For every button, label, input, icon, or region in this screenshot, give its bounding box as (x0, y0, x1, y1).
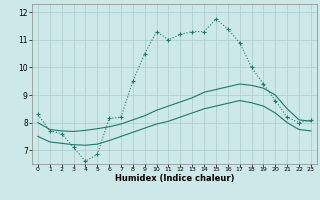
X-axis label: Humidex (Indice chaleur): Humidex (Indice chaleur) (115, 174, 234, 183)
